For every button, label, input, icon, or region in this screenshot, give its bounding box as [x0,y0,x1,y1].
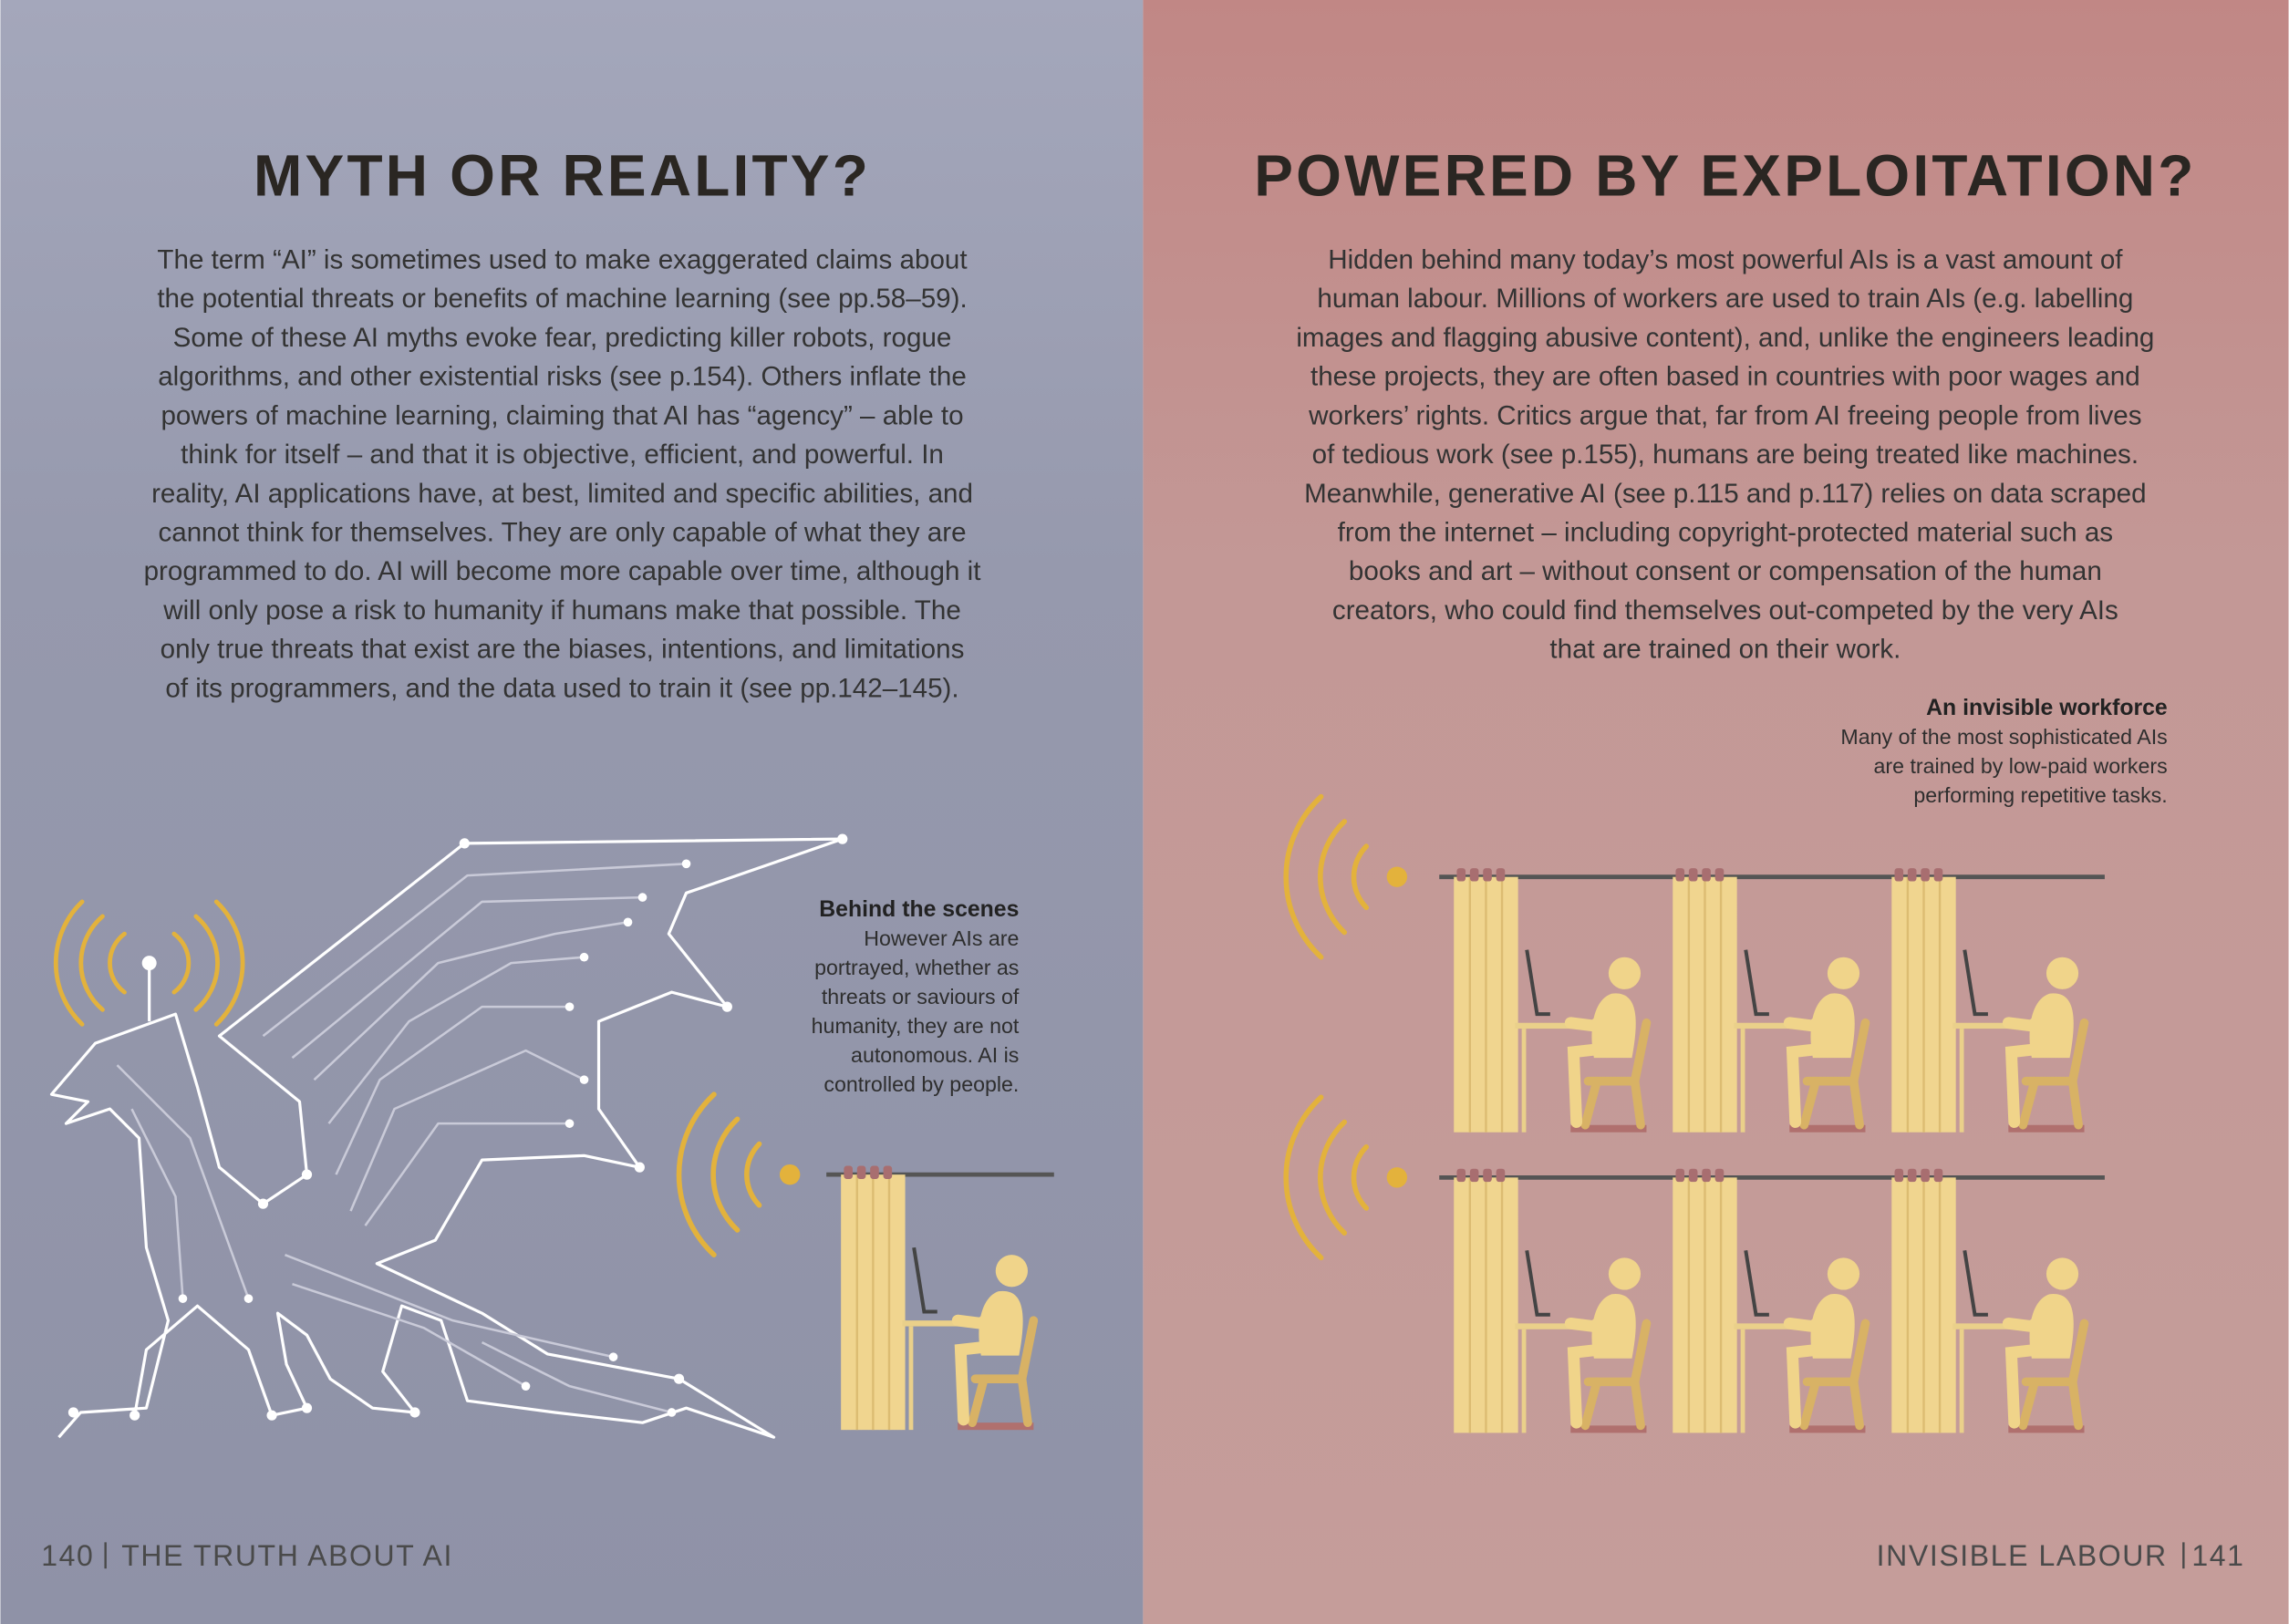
body-line: cannot think for themselves. They are on… [158,518,966,548]
caption-line: autonomous. AI is [851,1043,1019,1067]
body-line: Hidden behind many today’s most powerful… [1328,244,2123,274]
right-title: POWERED BY EXPLOITATION? [1254,142,2196,208]
body-line: books and art – without consent or compe… [1349,556,2102,586]
body-line: of its programmers, and the data used to… [165,673,958,703]
body-line: workers’ rights. Critics argue that, far… [1308,400,2141,430]
antenna-signal [53,899,245,1027]
caption-line: threats or saviours of [822,985,1020,1009]
section-title: THE TRUTH ABOUT AI [121,1539,453,1572]
body-line: the potential threats or benefits of mac… [157,284,967,314]
caption-line: humanity, they are not [812,1014,1020,1038]
body-line: these projects, they are often based in … [1310,362,2140,392]
body-line: from the internet – including copyright-… [1338,518,2113,548]
body-line: creators, who could find themselves out-… [1332,595,2118,626]
booth-illustration [679,1094,1054,1430]
body-line: think for itself – and that it is object… [181,440,944,470]
left-caption: Behind the scenes However AIs are portraye… [812,897,1020,1096]
left-page-bg [0,0,1144,1624]
body-line: human labour. Millions of workers are us… [1317,284,2133,314]
caption-title: Behind the scenes [819,897,1019,922]
left-body: The term “AI” is sometimes used to make … [144,244,981,703]
caption-line: Many of the most sophisticated AIs [1840,725,2167,749]
caption-line: are trained by low-paid workers [1874,754,2168,778]
body-line: reality, AI applications have, at best, … [151,479,973,509]
right-body: Hidden behind many today’s most powerful… [1296,244,2154,664]
left-title: MYTH OR REALITY? [254,142,871,208]
page-number: 141 [2191,1539,2244,1572]
section-title: INVISIBLE LABOUR [1877,1539,2168,1572]
body-line: Meanwhile, generative AI (see p.115 and … [1304,479,2146,509]
workforce-illustration [1286,797,2105,1433]
caption-title: An invisible workforce [1926,696,2168,720]
circuit-dragon [49,833,848,1439]
caption-line: performing repetitive tasks. [1913,783,2167,807]
body-line: The term “AI” is sometimes used to make … [157,244,967,274]
body-line: of tedious work (see p.155), humans are … [1312,440,2139,470]
body-line: that are trained on their work. [1549,635,1901,665]
body-line: only true threats that exist are the bia… [161,635,965,665]
body-line: Some of these AI myths evoke fear, predi… [173,323,952,353]
caption-line: controlled by people. [823,1072,1019,1096]
caption-line: portrayed, whether as [814,956,1019,979]
body-line: algorithms, and other existential risks … [158,362,967,392]
body-line: images and flagging abusive content), an… [1296,323,2154,353]
body-line: powers of machine learning, claiming tha… [161,400,963,430]
page-number: 140 [41,1539,94,1572]
caption-line: However AIs are [864,926,1019,950]
body-line: will only pose a risk to humanity if hum… [162,595,961,626]
right-caption: An invisible workforce Many of the most s… [1840,696,2167,807]
body-line: programmed to do. AI will become more ca… [144,556,981,586]
